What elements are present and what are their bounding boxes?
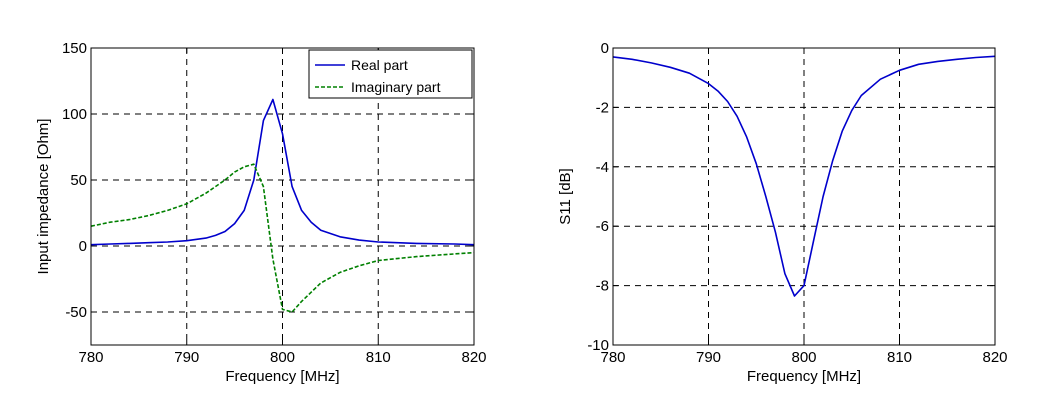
y-tick-label: -10 — [587, 337, 609, 354]
x-tick-label: 810 — [887, 349, 912, 366]
legend-label: Imaginary part — [351, 79, 441, 95]
y-axis-label: S11 [dB] — [557, 168, 574, 224]
legend-label: Real part — [351, 57, 408, 73]
x-tick-label: 820 — [461, 349, 486, 366]
y-tick-label: -2 — [596, 99, 609, 116]
series-line-1 — [90, 163, 475, 313]
y-axis-label: Input impedance [Ohm] — [35, 119, 52, 275]
y-tick-label: -50 — [65, 304, 87, 321]
y-tick-label: -4 — [596, 159, 609, 176]
y-tick-label: 50 — [70, 172, 87, 189]
s11-plot: 780 790 800 810 820 -10 -8 -6 -4 -2 0 Frequency [MH… — [557, 40, 1008, 385]
x-tick-label: 820 — [982, 349, 1007, 366]
impedance-plot: 780 790 800 810 820 -50 0 50 100 150 Frequency [MH… — [35, 40, 487, 385]
x-tick-label: 800 — [791, 349, 816, 366]
y-tick-label: 100 — [62, 106, 87, 123]
x-axis-label: Frequency [MHz] — [747, 368, 861, 385]
y-tick-label: 150 — [62, 40, 87, 57]
x-tick-label: 790 — [174, 349, 199, 366]
y-tick-label: -8 — [596, 278, 609, 295]
x-tick-label: 790 — [696, 349, 721, 366]
legend: Real part Imaginary part — [308, 49, 473, 99]
y-tick-label: 0 — [79, 238, 87, 255]
legend-box — [308, 49, 473, 99]
x-tick-label: 780 — [600, 349, 625, 366]
y-tick-label: -6 — [596, 218, 609, 235]
series-line-0 — [612, 55, 996, 297]
series-line-0 — [90, 98, 475, 246]
x-tick-label: 800 — [270, 349, 295, 366]
x-tick-label: 780 — [78, 349, 103, 366]
y-tick-label: 0 — [601, 40, 609, 57]
x-tick-label: 810 — [366, 349, 391, 366]
x-axis-label: Frequency [MHz] — [225, 368, 339, 385]
